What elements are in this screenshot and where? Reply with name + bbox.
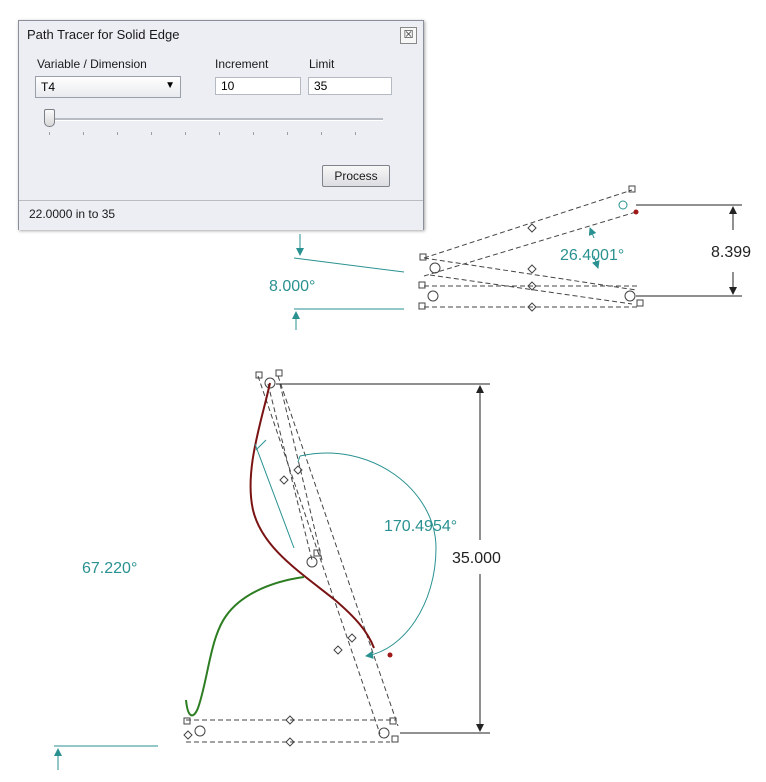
slider-thumb[interactable] bbox=[44, 109, 55, 127]
increment-label: Increment bbox=[215, 57, 269, 71]
dim-angle-top-left[interactable]: 8.000° bbox=[269, 278, 315, 295]
lower-joint-top[interactable] bbox=[264, 377, 276, 389]
upper-mechanism bbox=[423, 189, 640, 308]
close-icon: ☒ bbox=[403, 29, 414, 41]
slider-track[interactable] bbox=[47, 118, 383, 121]
slider-tick bbox=[151, 132, 152, 135]
dim-35000 bbox=[276, 383, 490, 734]
dim-length-top-right[interactable]: 8.399 bbox=[711, 244, 751, 261]
lower-link-mid-1 bbox=[267, 383, 313, 561]
variable-label: Variable / Dimension bbox=[37, 57, 147, 71]
dim-67 bbox=[54, 745, 158, 770]
lower-joint-base-left[interactable] bbox=[194, 725, 206, 737]
lower-handle-3[interactable] bbox=[183, 717, 191, 725]
slider-tick bbox=[287, 132, 288, 135]
variable-select-value: T4 bbox=[41, 80, 56, 94]
upper-link-top-2 bbox=[423, 211, 637, 277]
slider-tick bbox=[49, 132, 50, 135]
status-bar: 22.0000 in to 35 bbox=[19, 200, 423, 230]
lower-diamond-1[interactable] bbox=[293, 465, 303, 475]
upper-link-cross-2 bbox=[429, 274, 633, 305]
dim-angle-top-mid[interactable]: 26.4001° bbox=[560, 247, 624, 264]
dim-angle-left[interactable]: 67.220° bbox=[82, 560, 137, 577]
limit-input[interactable] bbox=[308, 77, 392, 95]
slider-tick bbox=[83, 132, 84, 135]
lower-mechanism bbox=[186, 375, 399, 743]
slider-tick bbox=[253, 132, 254, 135]
dim-length-vertical[interactable]: 35.000 bbox=[452, 550, 501, 567]
lower-trace-point bbox=[387, 652, 393, 658]
dim-8000 bbox=[292, 234, 405, 330]
lower-joint-base-right[interactable] bbox=[378, 727, 390, 739]
lower-diamond-2[interactable] bbox=[279, 475, 289, 485]
lower-diamond-3[interactable] bbox=[347, 633, 357, 643]
lower-handle-2[interactable] bbox=[275, 369, 283, 377]
increment-input[interactable] bbox=[215, 77, 301, 95]
lower-handle-5[interactable] bbox=[391, 735, 399, 743]
lower-joints bbox=[183, 369, 399, 747]
lower-diamond-5[interactable] bbox=[285, 715, 295, 725]
lower-handle-1[interactable] bbox=[255, 371, 263, 379]
limit-label: Limit bbox=[309, 57, 335, 71]
upper-handle-2[interactable] bbox=[418, 281, 426, 289]
variable-select[interactable]: T4 ▼ bbox=[35, 76, 181, 98]
status-text: 22.0000 in to 35 bbox=[29, 207, 116, 221]
upper-trace-point bbox=[633, 209, 639, 215]
lower-handle-4[interactable] bbox=[389, 717, 397, 725]
slider-tick bbox=[321, 132, 322, 135]
trace-path-red bbox=[249, 382, 375, 649]
lower-link-mid-2 bbox=[279, 383, 323, 561]
upper-handle-4[interactable] bbox=[628, 185, 636, 193]
slider-tick bbox=[219, 132, 220, 135]
process-button[interactable]: Process bbox=[322, 165, 390, 187]
dim-26-4001 bbox=[588, 227, 600, 269]
slider-tick bbox=[185, 132, 186, 135]
upper-handle-5[interactable] bbox=[636, 299, 644, 307]
dim-170 bbox=[254, 439, 437, 659]
lower-link-left bbox=[257, 375, 381, 735]
lower-link-right bbox=[277, 375, 399, 727]
upper-joint-right-bottom[interactable] bbox=[624, 290, 636, 302]
upper-joint-left-bottom[interactable] bbox=[427, 290, 439, 302]
lower-handle-6[interactable] bbox=[313, 549, 321, 557]
upper-joint-right-top[interactable] bbox=[618, 200, 628, 210]
trace-path-green bbox=[185, 576, 305, 717]
upper-link-cross-1 bbox=[423, 257, 637, 291]
upper-diamond-1[interactable] bbox=[527, 223, 537, 233]
upper-handle-3[interactable] bbox=[418, 302, 426, 310]
close-button[interactable]: ☒ bbox=[400, 27, 417, 44]
dialog-titlebar[interactable]: Path Tracer for Solid Edge ☒ bbox=[19, 21, 423, 49]
lower-diamond-4[interactable] bbox=[333, 645, 343, 655]
dialog-title: Path Tracer for Solid Edge bbox=[27, 27, 180, 42]
path-tracer-dialog: Path Tracer for Solid Edge ☒ Variable / … bbox=[18, 20, 424, 230]
upper-joints bbox=[418, 185, 644, 312]
slider-tick bbox=[117, 132, 118, 135]
upper-diamond-4[interactable] bbox=[527, 302, 537, 312]
chevron-down-icon: ▼ bbox=[165, 80, 175, 91]
lower-diamond-6[interactable] bbox=[285, 737, 295, 747]
upper-handle-1[interactable] bbox=[419, 253, 427, 261]
upper-joint-left-top[interactable] bbox=[429, 262, 441, 274]
dim-angle-large[interactable]: 170.4954° bbox=[384, 518, 457, 535]
upper-link-top bbox=[423, 189, 633, 259]
slider-tick bbox=[355, 132, 356, 135]
upper-diamond-3[interactable] bbox=[527, 281, 537, 291]
dim-8399 bbox=[636, 204, 742, 297]
lower-diamond-7[interactable] bbox=[183, 730, 193, 740]
lower-joint-mid[interactable] bbox=[306, 556, 318, 568]
upper-diamond-2[interactable] bbox=[527, 264, 537, 274]
